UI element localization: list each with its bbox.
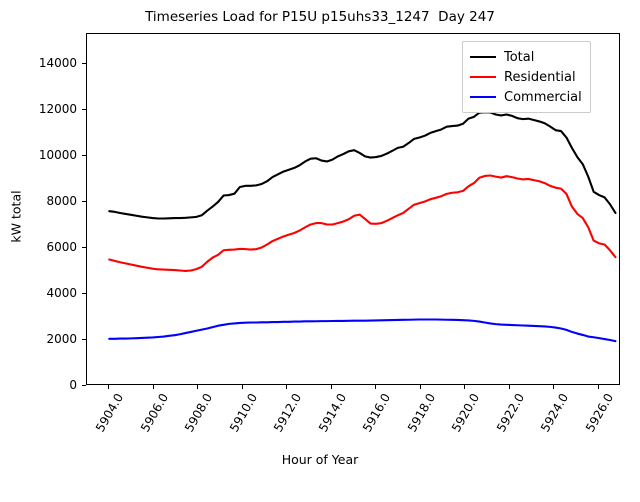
x-tick-mark xyxy=(152,385,154,389)
legend-label: Total xyxy=(504,49,535,65)
legend-item-commercial: Commercial xyxy=(470,87,582,107)
legend-label: Residential xyxy=(504,69,576,85)
x-tick-mark xyxy=(508,385,510,389)
y-tick-mark xyxy=(82,246,86,248)
y-tick-label: 2000 xyxy=(46,331,77,346)
x-tick-mark xyxy=(553,385,555,389)
legend-swatch-total xyxy=(470,56,496,58)
y-tick-label: 0 xyxy=(69,378,77,392)
y-tick-label: 4000 xyxy=(46,285,77,300)
y-tick-mark xyxy=(82,292,86,294)
y-tick-mark xyxy=(82,154,86,156)
legend-swatch-commercial xyxy=(470,96,496,98)
y-tick-label: 10000 xyxy=(38,147,77,162)
x-tick-mark xyxy=(197,385,199,389)
x-tick-mark xyxy=(286,385,288,389)
y-axis-label: kW total xyxy=(8,190,24,243)
x-tick-mark xyxy=(419,385,421,389)
plot-lines xyxy=(108,111,617,343)
y-tick-label: 6000 xyxy=(46,239,77,254)
y-tick-label: 14000 xyxy=(38,55,77,70)
y-tick-mark xyxy=(82,385,86,386)
x-tick-mark xyxy=(597,385,599,389)
x-axis-label: Hour of Year xyxy=(281,452,359,467)
y-tick-mark xyxy=(82,62,86,64)
legend-swatch-residential xyxy=(470,76,496,78)
x-tick-mark xyxy=(375,385,377,389)
chart-figure: Timeseries Load for P15U p15uhs33_1247 D… xyxy=(8,9,620,467)
y-tick-mark xyxy=(82,200,86,202)
x-tick-mark xyxy=(464,385,466,389)
series-line-total xyxy=(108,111,617,220)
x-tick-mark xyxy=(241,385,243,389)
legend-item-total: Total xyxy=(470,47,582,67)
y-tick-label: 8000 xyxy=(46,193,77,208)
chart-legend: Total Residential Commercial xyxy=(462,41,591,113)
y-tick-mark xyxy=(82,338,86,340)
x-tick-mark xyxy=(330,385,332,389)
legend-item-residential: Residential xyxy=(470,67,582,87)
x-tick-mark xyxy=(108,385,110,389)
series-line-commercial xyxy=(108,318,617,343)
legend-label: Commercial xyxy=(504,89,582,105)
series-line-residential xyxy=(108,174,617,273)
y-tick-mark xyxy=(82,108,86,110)
chart-title: Timeseries Load for P15U p15uhs33_1247 D… xyxy=(145,9,495,25)
y-tick-label: 12000 xyxy=(38,101,77,116)
